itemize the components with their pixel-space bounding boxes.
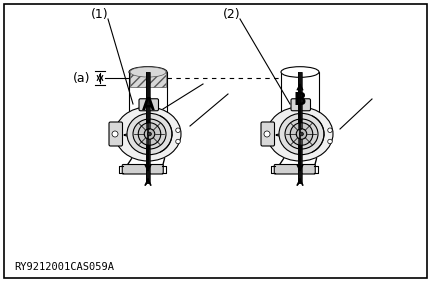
Bar [297, 72, 301, 173]
Circle shape [299, 132, 303, 136]
Circle shape [327, 139, 332, 144]
Bar [124, 127, 172, 135]
Ellipse shape [284, 119, 317, 149]
Bar [130, 72, 166, 87]
Circle shape [175, 128, 180, 133]
Text: A: A [141, 96, 154, 114]
FancyBboxPatch shape [290, 99, 310, 111]
Text: (1): (1) [91, 8, 108, 21]
Ellipse shape [266, 107, 332, 161]
Bar [275, 127, 323, 135]
Ellipse shape [133, 119, 166, 149]
FancyBboxPatch shape [261, 122, 274, 146]
Text: (2): (2) [223, 8, 240, 21]
Circle shape [327, 128, 332, 133]
Circle shape [295, 129, 306, 139]
Bar [280, 72, 318, 127]
FancyBboxPatch shape [122, 164, 163, 174]
Text: RY9212001CAS059A: RY9212001CAS059A [14, 262, 114, 272]
Bar [298, 173, 301, 184]
Circle shape [138, 123, 160, 145]
FancyBboxPatch shape [139, 99, 158, 111]
Ellipse shape [124, 133, 172, 137]
Ellipse shape [129, 67, 166, 77]
Circle shape [175, 139, 180, 144]
Circle shape [112, 131, 118, 137]
Ellipse shape [115, 107, 181, 161]
Ellipse shape [127, 113, 172, 155]
FancyBboxPatch shape [109, 122, 122, 146]
Bar [129, 72, 166, 127]
Ellipse shape [278, 113, 323, 155]
Bar [146, 173, 150, 184]
Circle shape [264, 131, 269, 137]
Text: (a): (a) [72, 72, 90, 85]
Ellipse shape [130, 67, 166, 77]
Ellipse shape [280, 67, 318, 77]
Circle shape [147, 132, 151, 136]
Bar [146, 72, 150, 173]
Circle shape [289, 123, 312, 145]
Text: B: B [293, 91, 306, 109]
FancyBboxPatch shape [273, 164, 314, 174]
Ellipse shape [275, 133, 323, 137]
Circle shape [144, 129, 154, 139]
